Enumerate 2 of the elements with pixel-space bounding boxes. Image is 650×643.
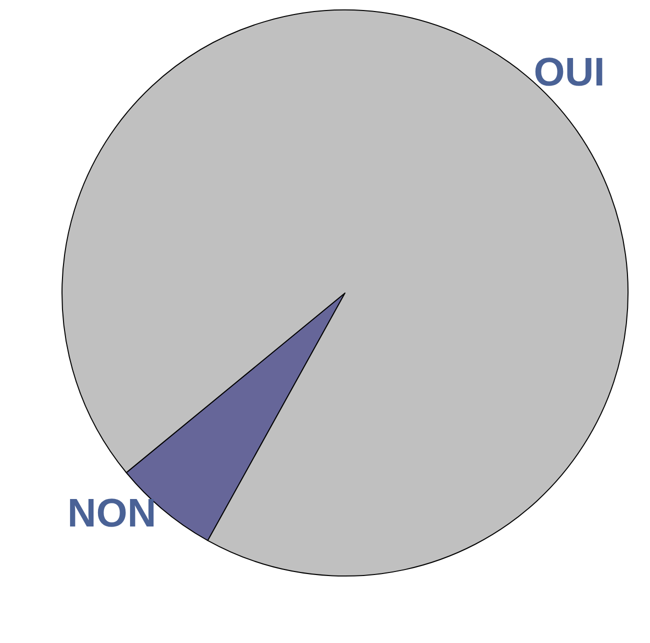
slice-label: NON xyxy=(67,491,156,536)
slice-label: OUI xyxy=(534,50,605,95)
